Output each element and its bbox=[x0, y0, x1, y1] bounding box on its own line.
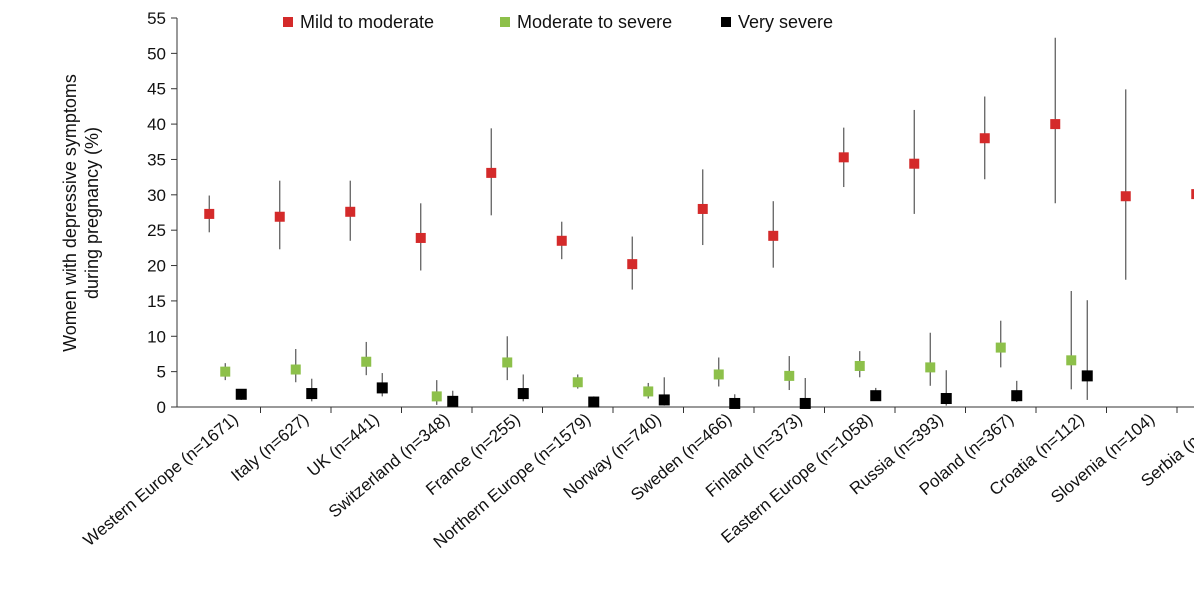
legend-swatch bbox=[721, 17, 731, 27]
data-point bbox=[431, 391, 442, 402]
legend: Mild to moderate Moderate to severe Very s… bbox=[283, 12, 833, 32]
data-point bbox=[572, 377, 583, 388]
x-axis bbox=[177, 406, 1194, 413]
x-tick-labels: Western Europe (n=1671)Italy (n=627)UK (… bbox=[80, 410, 1194, 552]
y-tick-label: 15 bbox=[147, 292, 166, 311]
y-tick-label: 25 bbox=[147, 221, 166, 240]
data-point bbox=[697, 203, 708, 214]
data-point bbox=[1011, 390, 1023, 402]
y-axis-label-line-2: during pregnancy (%) bbox=[82, 127, 102, 299]
data-point bbox=[415, 232, 426, 243]
y-tick-label: 20 bbox=[147, 257, 166, 276]
data-point bbox=[447, 395, 459, 407]
data-point bbox=[1081, 370, 1093, 382]
y-tick-label: 40 bbox=[147, 115, 166, 134]
legend-swatch bbox=[500, 17, 510, 27]
data-point bbox=[220, 366, 231, 377]
data-point bbox=[713, 369, 724, 380]
data-point bbox=[870, 390, 882, 402]
data-point bbox=[361, 356, 372, 367]
y-tick-labels: 0 5 10 15 20 25 30 35 40 45 50 55 bbox=[147, 9, 177, 417]
data-point bbox=[1191, 189, 1194, 200]
data-point bbox=[995, 342, 1006, 353]
y-tick-label: 45 bbox=[147, 80, 166, 99]
y-tick-label: 50 bbox=[147, 44, 166, 63]
y-tick-label: 0 bbox=[157, 398, 166, 417]
data-point bbox=[627, 259, 638, 270]
data-point bbox=[588, 396, 600, 408]
data-point bbox=[940, 393, 952, 405]
data-point bbox=[729, 397, 741, 409]
y-tick-label: 10 bbox=[147, 327, 166, 346]
x-tick-label: Italy (n=627) bbox=[227, 410, 312, 486]
y-tick-label: 35 bbox=[147, 150, 166, 169]
data-point bbox=[658, 394, 670, 406]
data-point bbox=[345, 206, 356, 217]
data-point bbox=[204, 208, 215, 219]
x-tick-label: Western Europe (n=1671) bbox=[80, 410, 242, 550]
data-point bbox=[854, 360, 865, 371]
data-point bbox=[1120, 191, 1131, 202]
y-tick-label: 55 bbox=[147, 9, 166, 28]
data-point bbox=[784, 370, 795, 381]
legend-swatch bbox=[283, 17, 293, 27]
x-tick-label: Switzerland (n=348) bbox=[325, 410, 453, 522]
y-axis-label-line-1: Women with depressive symptoms bbox=[60, 74, 80, 352]
data-point bbox=[799, 397, 811, 409]
data-point bbox=[643, 386, 654, 397]
data-point bbox=[235, 388, 247, 400]
data-point bbox=[556, 235, 567, 246]
y-tick-label: 30 bbox=[147, 186, 166, 205]
data-point bbox=[1050, 119, 1061, 130]
data-point bbox=[925, 362, 936, 373]
data-point bbox=[306, 388, 318, 400]
data-point bbox=[1066, 355, 1077, 366]
data-point bbox=[486, 167, 497, 178]
data-point bbox=[838, 152, 849, 163]
legend-label: Mild to moderate bbox=[300, 12, 434, 32]
error-bars bbox=[208, 37, 1127, 407]
data-markers bbox=[204, 119, 1194, 409]
data-point bbox=[502, 357, 513, 368]
data-point bbox=[517, 388, 529, 400]
data-point bbox=[979, 133, 990, 144]
data-point bbox=[376, 382, 388, 394]
legend-label: Very severe bbox=[738, 12, 833, 32]
data-point bbox=[274, 211, 285, 222]
data-point bbox=[768, 230, 779, 241]
legend-label: Moderate to severe bbox=[517, 12, 672, 32]
data-point bbox=[909, 158, 920, 169]
y-tick-label: 5 bbox=[157, 363, 166, 382]
data-point bbox=[290, 364, 301, 375]
